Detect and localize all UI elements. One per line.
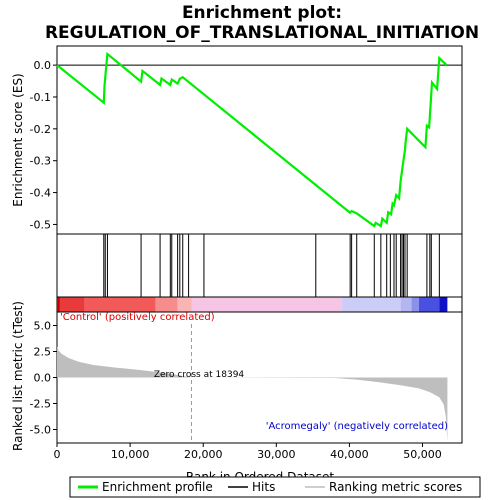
x-tick-label: 50,000 — [403, 448, 442, 461]
x-tick-label: 10,000 — [111, 448, 150, 461]
heatmap-segment — [418, 297, 440, 312]
heatmap-segment — [84, 297, 156, 312]
hit-marks — [103, 234, 440, 297]
metric-y-tick-label: -5.0 — [30, 423, 51, 436]
es-y-tick-label: -0.1 — [30, 91, 51, 104]
heatmap-segment — [177, 297, 192, 312]
zero-cross-label: Zero cross at 18394 — [154, 370, 245, 380]
legend-label: Ranking metric scores — [329, 480, 462, 494]
x-tick-label: 20,000 — [184, 448, 223, 461]
es-y-tick-label: -0.5 — [30, 218, 51, 231]
legend-label: Enrichment profile — [102, 480, 213, 494]
metric-y-tick-label: 0.0 — [34, 372, 52, 385]
positive-correlation-label: 'Control' (positively correlated) — [60, 312, 215, 323]
heatmap-segment — [57, 297, 60, 312]
heatmap-segment — [59, 297, 85, 312]
ranking-heatmap — [57, 297, 448, 312]
es-y-tick-label: -0.3 — [30, 155, 51, 168]
es-y-axis-label: Enrichment score (ES) — [11, 73, 25, 206]
legend: Enrichment profile Hits Ranking metric sco… — [78, 480, 462, 494]
legend-box — [69, 476, 481, 498]
hits-panel-frame — [56, 233, 463, 298]
es-y-tick-label: -0.2 — [30, 123, 51, 136]
x-axis-ticks: 0 10,000 20,000 30,000 40,000 50,000 — [54, 443, 442, 461]
heatmap-segment — [400, 297, 412, 312]
x-tick-label: 30,000 — [257, 448, 296, 461]
metric-y-axis-label: Ranked list metric (tTest) — [11, 301, 25, 451]
negative-correlation-label: 'Acromegaly' (negatively correlated) — [266, 421, 448, 432]
legend-label: Hits — [252, 480, 275, 494]
heatmap-segment — [155, 297, 178, 312]
chart-title-line1: Enrichment plot: — [182, 3, 342, 23]
metric-y-tick-label: 5.0 — [34, 320, 52, 333]
heatmap-segment — [411, 297, 419, 312]
heatmap-segment — [191, 297, 343, 312]
chart-title-line2: REGULATION_OF_TRANSLATIONAL_INITIATION — [45, 23, 479, 43]
es-profile-line — [56, 51, 448, 228]
es-y-tick-label: 0.0 — [34, 59, 52, 72]
x-tick-label: 0 — [54, 448, 61, 461]
metric-y-tick-label: -2.5 — [30, 397, 51, 410]
es-y-ticks: 0.0 -0.1 -0.2 -0.3 -0.4 -0.5 — [30, 59, 57, 231]
es-y-tick-label: -0.4 — [30, 187, 51, 200]
x-tick-label: 40,000 — [330, 448, 369, 461]
heatmap-segment — [439, 297, 448, 312]
metric-y-tick-label: 2.5 — [34, 346, 52, 359]
metric-y-ticks: 5.0 2.5 0.0 -2.5 -5.0 — [30, 320, 57, 436]
heatmap-segment — [342, 297, 401, 312]
